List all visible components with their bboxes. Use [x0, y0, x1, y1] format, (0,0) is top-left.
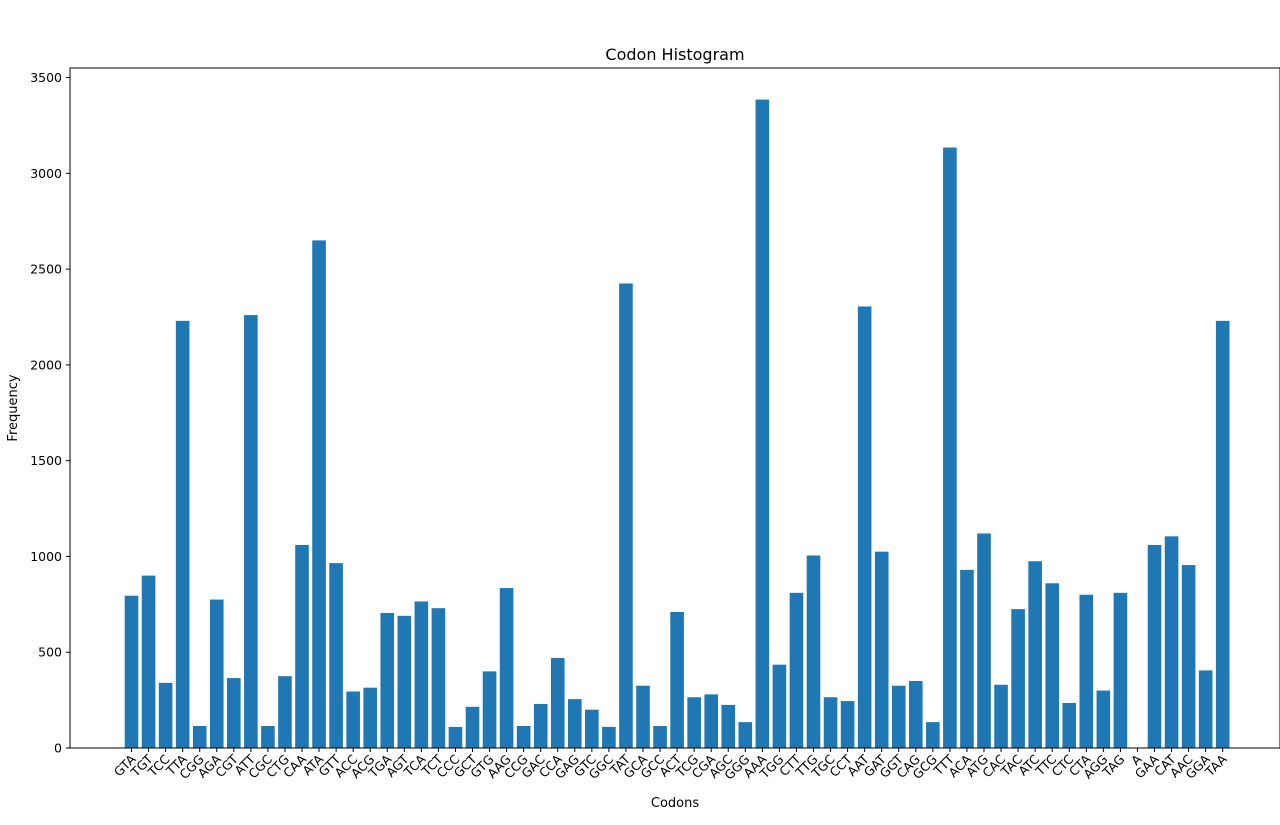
- bar-tgg: [773, 665, 787, 748]
- bar-ggt: [892, 686, 906, 748]
- bar-cgg: [193, 726, 207, 748]
- bar-aaa: [756, 100, 770, 748]
- bar-ggg: [739, 722, 753, 748]
- bar-cgc: [261, 726, 275, 748]
- bar-aag: [500, 588, 514, 748]
- bar-tgt: [142, 576, 156, 748]
- bar-tac: [1011, 609, 1025, 748]
- bar-gga: [1199, 670, 1213, 748]
- y-tick-label: 1500: [30, 453, 62, 468]
- bar-atg: [977, 533, 991, 748]
- bar-gtc: [585, 710, 599, 748]
- bar-taa: [1216, 321, 1230, 748]
- bar-tta: [176, 321, 190, 748]
- bar-ata: [312, 240, 326, 748]
- bar-aga: [210, 600, 224, 748]
- bar-cca: [551, 658, 565, 748]
- x-axis-label: Codons: [651, 796, 699, 811]
- bar-ccc: [449, 727, 463, 748]
- y-tick-label: 1000: [30, 549, 62, 564]
- bar-tca: [415, 601, 429, 748]
- bar-gat: [875, 552, 889, 748]
- chart-title: Codon Histogram: [605, 45, 744, 64]
- bar-ctc: [1062, 703, 1076, 748]
- bar-gag: [568, 699, 582, 748]
- y-tick-label: 2500: [30, 262, 62, 277]
- bar-gca: [636, 686, 650, 748]
- bar-ccg: [517, 726, 531, 748]
- bar-aat: [858, 306, 872, 748]
- bar-gac: [534, 704, 548, 748]
- bar-tcg: [687, 697, 701, 748]
- bar-gaa: [1148, 545, 1162, 748]
- y-tick-label: 3500: [30, 70, 62, 85]
- bar-acg: [363, 688, 377, 748]
- bar-cta: [1080, 595, 1094, 748]
- bar-acc: [346, 691, 360, 748]
- bar-cct: [841, 701, 855, 748]
- bar-cga: [704, 694, 718, 748]
- bar-att: [244, 315, 258, 748]
- bar-agg: [1097, 691, 1111, 748]
- y-tick-label: 0: [54, 741, 62, 756]
- bar-gcc: [653, 726, 667, 748]
- bar-gtg: [483, 671, 497, 748]
- bar-agc: [721, 705, 735, 748]
- bar-tct: [432, 608, 446, 748]
- bar-gcg: [926, 722, 940, 748]
- y-tick-label: 2000: [30, 357, 62, 372]
- bar-atc: [1028, 561, 1042, 748]
- bar-ctt: [790, 593, 804, 748]
- bar-gta: [125, 596, 139, 748]
- bar-tcc: [159, 683, 173, 748]
- bar-agt: [398, 616, 412, 748]
- bar-gtt: [329, 563, 343, 748]
- bar-tag: [1114, 593, 1128, 748]
- bar-tga: [380, 613, 394, 748]
- bar-act: [670, 612, 684, 748]
- bar-aca: [960, 570, 974, 748]
- bar-aac: [1182, 565, 1196, 748]
- y-axis-label: Frequency: [6, 374, 21, 441]
- y-tick-label: 500: [38, 645, 62, 660]
- bar-gct: [466, 707, 480, 748]
- bar-ctg: [278, 676, 292, 748]
- bar-cag: [909, 681, 923, 748]
- bar-cgt: [227, 678, 241, 748]
- bar-ggc: [602, 727, 616, 748]
- bar-tgc: [824, 697, 838, 748]
- bar-cat: [1165, 536, 1179, 748]
- bar-ttg: [807, 555, 821, 748]
- bar-ttc: [1045, 583, 1059, 748]
- bar-cac: [994, 685, 1008, 748]
- bar-tat: [619, 283, 633, 748]
- y-tick-label: 3000: [30, 166, 62, 181]
- bar-ttt: [943, 147, 957, 748]
- bar-caa: [295, 545, 309, 748]
